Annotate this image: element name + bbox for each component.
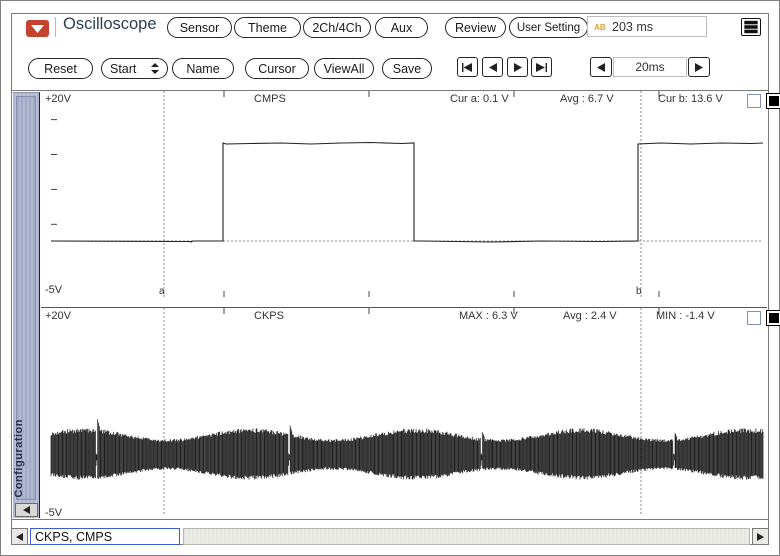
svg-text:AB: AB <box>594 23 606 32</box>
